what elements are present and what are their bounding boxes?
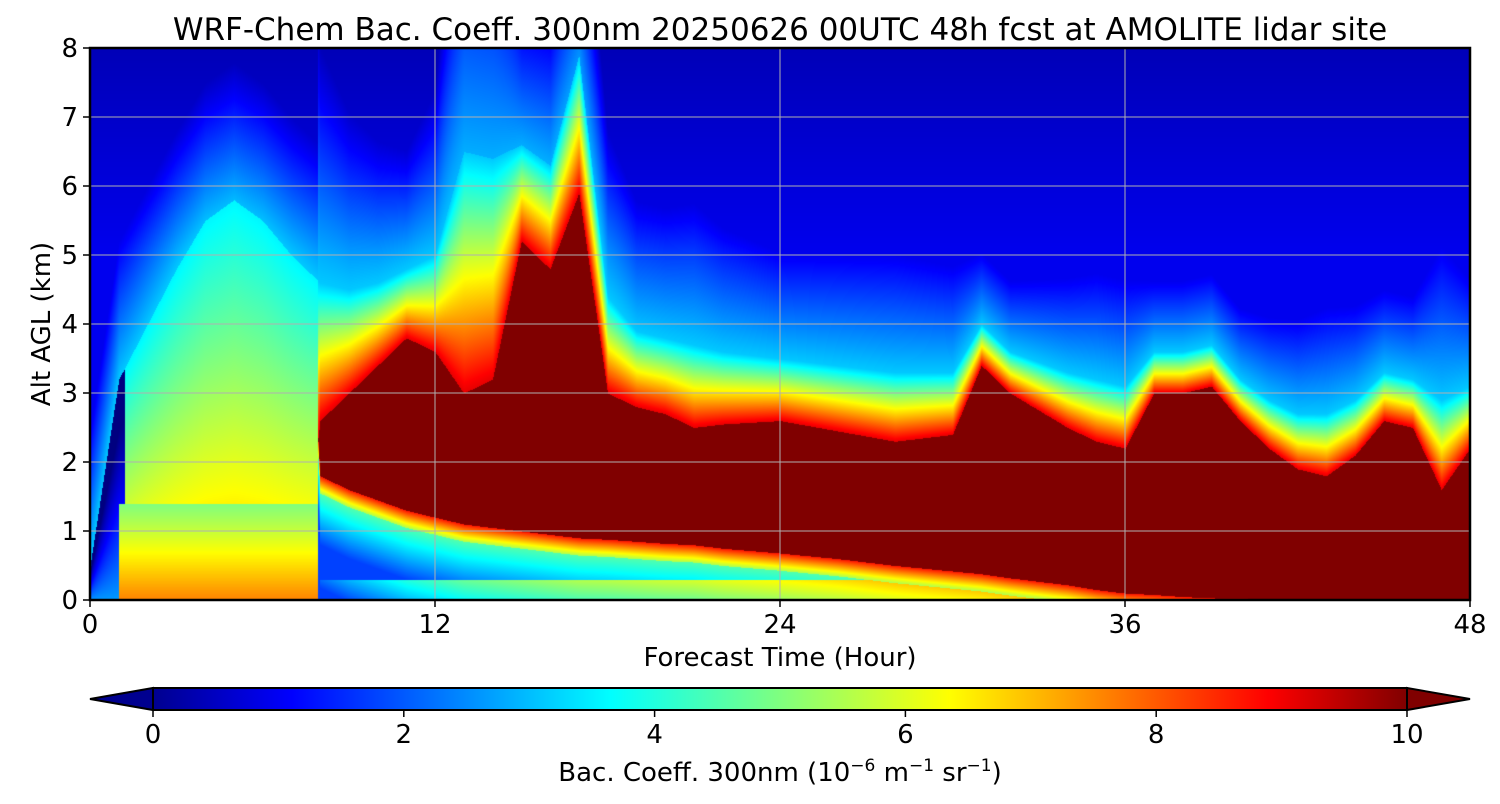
y-tick-label: 8 (61, 34, 78, 64)
colorbar-under-triangle (89, 686, 154, 712)
colorbar-gradient (153, 688, 1407, 710)
y-tick-label: 4 (61, 310, 78, 340)
y-tick-label: 2 (61, 448, 78, 478)
x-tick-label: 24 (763, 610, 796, 640)
colorbar-frame (152, 687, 1408, 711)
plot-area (88, 46, 1472, 602)
y-tick-label: 1 (61, 517, 78, 547)
y-axis-label: Alt AGL (km) (27, 242, 57, 406)
x-axis-label: Forecast Time (Hour) (643, 643, 916, 673)
colorbar-ticks: 0 2 4 6 8 10 (145, 710, 1424, 750)
x-axis: 0 12 24 36 48 (82, 600, 1487, 640)
colorbar-tick-label: 8 (1148, 720, 1165, 750)
x-tick-label: 36 (1108, 610, 1141, 640)
colorbar-tick-label: 2 (396, 720, 413, 750)
colorbar-tick-label: 0 (145, 720, 162, 750)
colorbar-tick-label: 6 (897, 720, 914, 750)
x-tick-label: 0 (82, 610, 99, 640)
x-tick-label: 48 (1453, 610, 1486, 640)
colorbar-label: Bac. Coeff. 300nm (10−6 m−1 sr−1) (558, 756, 1001, 788)
y-tick-label: 3 (61, 379, 78, 409)
y-axis: 0 1 2 3 4 5 6 7 8 (61, 34, 90, 616)
colorbar: 0 2 4 6 8 10 Bac. Coeff. 300nm (10−6 m−1 sr−1… (89, 686, 1471, 788)
y-tick-label: 5 (61, 241, 78, 271)
colorbar-over-triangle (1406, 686, 1471, 712)
colorbar-tick-label: 4 (646, 720, 663, 750)
x-tick-label: 12 (418, 610, 451, 640)
colorbar-tick-label: 10 (1390, 720, 1423, 750)
y-tick-label: 0 (61, 586, 78, 616)
chart-title: WRF-Chem Bac. Coeff. 300nm 20250626 00UT… (173, 12, 1387, 48)
y-tick-label: 7 (61, 103, 78, 133)
y-tick-label: 6 (61, 172, 78, 202)
